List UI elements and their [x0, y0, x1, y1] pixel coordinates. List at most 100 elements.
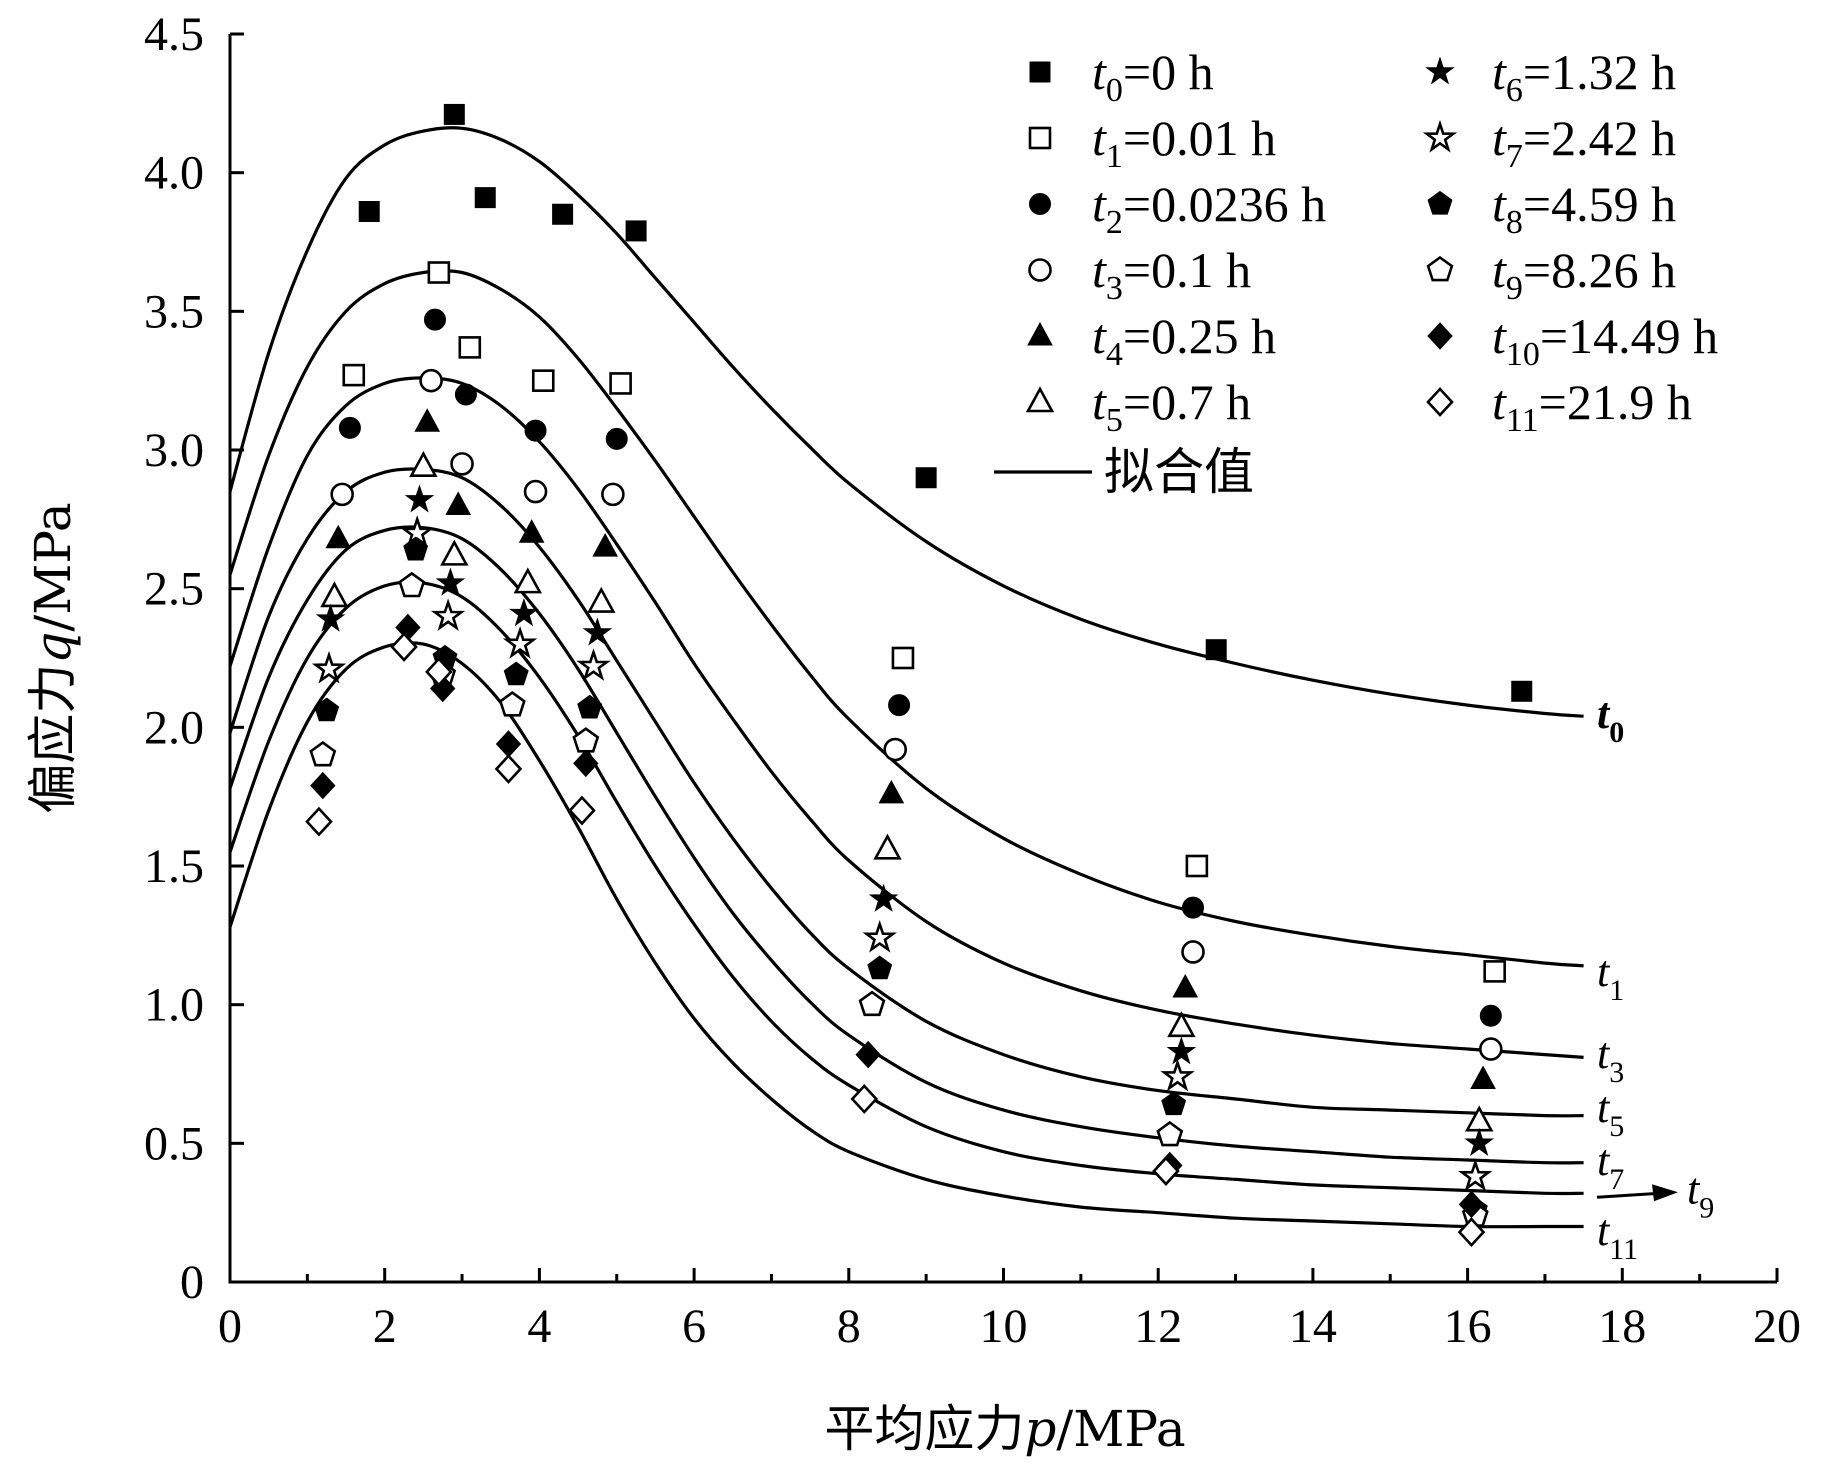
point-t11	[568, 795, 596, 826]
y-axis-title-suffix: /MPa	[24, 502, 82, 631]
point-t1	[531, 369, 555, 392]
y-axis-title-prefix: 偏应力	[24, 664, 82, 814]
legend-marker-t9	[1426, 255, 1454, 282]
legend-marker-t7	[1422, 119, 1458, 153]
curve-label-arrowhead	[1652, 1184, 1678, 1202]
point-t11	[390, 631, 418, 662]
point-t0	[358, 200, 380, 222]
point-t4	[592, 533, 618, 557]
point-t8	[1161, 1091, 1187, 1116]
legend-marker-t11	[1426, 387, 1454, 417]
point-t9	[309, 740, 337, 767]
curve-label: t5	[1597, 1083, 1624, 1143]
y-tick-label: 4.5	[144, 8, 204, 61]
x-tick-label: 4	[527, 1300, 551, 1353]
point-t11	[494, 754, 523, 784]
axes: 0 2 4 6 8 10 12 14 16 18 20 0 0.5 1.0 1.5 2.0 2.5 3.0 3.5 4…	[144, 8, 1801, 1353]
point-t4	[518, 519, 545, 543]
fitted-curve	[228, 126, 1584, 718]
x-axis-title: 平均应力p/MPa	[824, 1400, 1185, 1458]
y-tick-label: 3.5	[144, 285, 204, 338]
x-tick-label: 0	[218, 1300, 242, 1353]
point-t8	[403, 536, 429, 561]
curve-label: t11	[1597, 1206, 1638, 1266]
y-tick-label: 3.0	[144, 424, 204, 477]
fitted-curve	[228, 580, 1584, 1196]
point-t6	[1166, 1036, 1197, 1065]
point-t3	[419, 368, 443, 393]
point-t10	[573, 749, 599, 778]
x-axis-title-var: p	[1024, 1400, 1056, 1458]
x-tick-label: 6	[682, 1300, 706, 1353]
y-axis-title: 偏应力q/MPa	[24, 502, 82, 813]
point-t1	[427, 261, 451, 284]
x-tick-label: 14	[1289, 1300, 1337, 1353]
point-t7	[1160, 1058, 1195, 1092]
fitted-curve	[228, 525, 1584, 1165]
point-t11	[425, 656, 453, 687]
point-t2	[1479, 1004, 1502, 1027]
legend: t0=0 ht1=0.01 ht2=0.0236 ht3=0.1 ht4=0.2…	[994, 44, 1718, 500]
y-tick-label: 0.5	[144, 1117, 204, 1170]
point-t5	[513, 567, 542, 594]
point-t6	[582, 617, 613, 646]
point-t6	[1464, 1127, 1494, 1156]
point-t5	[1167, 1011, 1196, 1038]
legend-marker-t2	[1029, 193, 1051, 215]
x-tick-label: 10	[980, 1300, 1028, 1353]
point-t9	[498, 690, 526, 717]
point-t1	[458, 336, 482, 359]
point-t4	[878, 779, 905, 804]
point-t2	[454, 383, 477, 406]
x-tick-label: 2	[373, 1300, 397, 1353]
point-t2	[888, 694, 911, 717]
fitted-curve	[228, 269, 1584, 968]
legend-label-t11: t11=21.9 h	[1492, 374, 1692, 439]
legend-label-t3: t3=0.1 h	[1092, 242, 1251, 307]
x-axis-title-suffix: /MPa	[1056, 1400, 1185, 1458]
point-t10	[495, 730, 522, 758]
point-t9	[1156, 1120, 1184, 1147]
legend-label-t4: t4=0.25 h	[1092, 308, 1276, 373]
point-t10	[855, 1040, 881, 1069]
point-t10	[310, 771, 336, 800]
point-t7	[502, 626, 538, 659]
legend-marker-t3	[1028, 258, 1052, 282]
point-t3	[450, 452, 474, 476]
point-t7	[311, 651, 347, 684]
point-t0	[443, 103, 465, 125]
x-tick-label: 18	[1598, 1300, 1646, 1353]
point-t3	[330, 482, 354, 507]
point-t0	[474, 187, 496, 209]
legend-label-t1: t1=0.01 h	[1092, 110, 1276, 175]
point-t7	[1458, 1158, 1493, 1192]
point-t11	[1457, 1217, 1486, 1247]
point-t8	[867, 955, 893, 980]
curve-label-arrow	[1596, 1191, 1661, 1199]
point-t6	[404, 484, 435, 513]
point-t1	[609, 372, 632, 395]
point-t4	[414, 408, 441, 432]
point-t1	[1185, 854, 1209, 878]
point-t0	[915, 467, 937, 489]
y-axis-title-var: q	[24, 632, 82, 664]
legend-marker-t10	[1427, 322, 1453, 350]
point-t9	[398, 571, 426, 598]
curve-label: t7	[1597, 1136, 1624, 1196]
x-axis-title-prefix: 平均应力	[824, 1400, 1024, 1458]
point-t6	[509, 598, 539, 627]
x-tick-label: 8	[837, 1300, 861, 1353]
point-t4	[1172, 973, 1199, 998]
y-tick-label: 2.0	[144, 701, 204, 754]
point-t9	[858, 990, 886, 1017]
point-t6	[435, 567, 466, 596]
legend-label-t5: t5=0.7 h	[1092, 374, 1251, 439]
legend-marker-t0	[1029, 61, 1051, 83]
point-t7	[576, 648, 611, 681]
point-t6	[868, 883, 899, 912]
point-t7	[862, 920, 897, 953]
legend-label-t10: t10=14.49 h	[1492, 308, 1718, 373]
point-t0	[1511, 680, 1533, 702]
